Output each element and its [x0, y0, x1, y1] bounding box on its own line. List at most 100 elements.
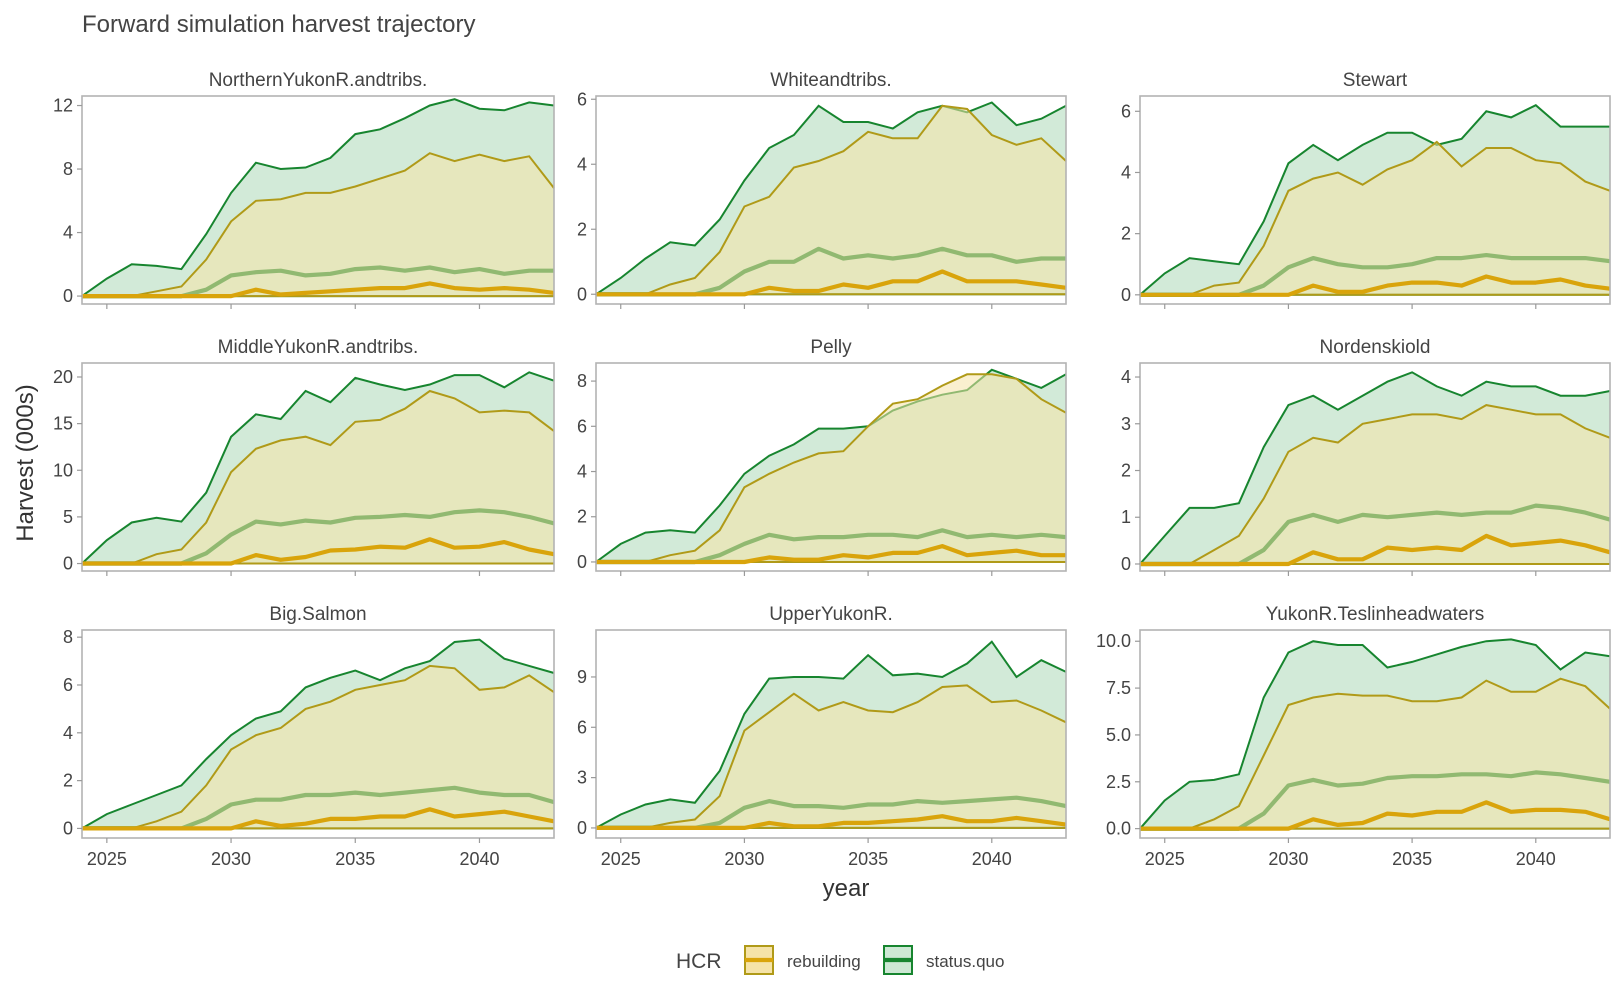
y-tick-label: 4: [63, 723, 73, 743]
y-tick-label: 4: [1121, 162, 1131, 182]
rebuilding-upper-line: [1140, 677, 1611, 830]
y-tick-label: 2: [1121, 461, 1131, 481]
status.quo-upper-line: [1139, 638, 1611, 830]
y-tick-label: 4: [577, 462, 587, 482]
status.quo-upper-line: [595, 101, 1067, 296]
x-tick-label: 2025: [87, 849, 127, 869]
legend: HCR rebuilding status.quo: [676, 945, 1004, 975]
x-tick-label: 2040: [972, 849, 1012, 869]
rebuilding-upper-line: [596, 373, 1067, 563]
legend-title: HCR: [676, 950, 722, 973]
y-tick-label: 6: [1121, 101, 1131, 121]
rebuilding-upper-line: [596, 684, 1067, 829]
rebuilding-upper-line: [82, 664, 555, 830]
x-tick-label: 2030: [211, 849, 251, 869]
rebuilding-median-line: [1140, 533, 1611, 567]
facet-border: [1139, 629, 1611, 839]
y-tick-label: 6: [577, 717, 587, 737]
y-tick-label: 8: [577, 371, 587, 391]
x-axis-label: year: [823, 875, 870, 902]
y-tick-label: 2.5: [1106, 772, 1131, 792]
facet-strip-label: MiddleYukonR.andtribs.: [218, 337, 419, 358]
y-tick-label: 6: [577, 89, 587, 109]
y-tick-label: 8: [63, 159, 73, 179]
y-tick-label: 2: [63, 771, 73, 791]
y-tick-label: 0: [63, 286, 73, 306]
rebuilding-median-line: [82, 537, 555, 566]
facet-border: [595, 629, 1067, 839]
facet-YukonR.Teslinheadwaters: YukonR.Teslinheadwaters 0.0 2.5 5.0 7.5 10.0 2…: [1096, 604, 1611, 869]
rebuilding-median-line: [596, 269, 1067, 297]
x-tick-label: 2030: [1268, 849, 1308, 869]
status.quo-upper-line: [81, 638, 555, 830]
x-tick-label: 2035: [1392, 849, 1432, 869]
x-tick-label: 2025: [1145, 849, 1185, 869]
y-tick-label: 0: [63, 554, 73, 574]
y-tick-label: 6: [577, 416, 587, 436]
y-tick-label: 10: [53, 460, 73, 480]
facet-border: [1139, 362, 1611, 572]
y-tick-label: 9: [577, 667, 587, 687]
x-tick-label: 2030: [724, 849, 764, 869]
facet-border: [595, 95, 1067, 305]
panel-grid: NorthernYukonR.andtribs. 0 4 8 12 Whiteandtri…: [53, 70, 1611, 869]
facet-Nordenskiold: Nordenskiold 0 1 2 3 4: [1121, 337, 1611, 576]
y-tick-label: 0: [577, 284, 587, 304]
facet-strip-label: UpperYukonR.: [769, 604, 893, 625]
rebuilding-ribbon: [1140, 678, 1610, 829]
x-tick-label: 2035: [335, 849, 375, 869]
y-tick-label: 5: [63, 507, 73, 527]
x-tick-label: 2040: [459, 849, 499, 869]
y-tick-label: 0: [1121, 285, 1131, 305]
y-tick-label: 0: [63, 818, 73, 838]
facet-border: [1139, 95, 1611, 305]
y-tick-label: 3: [1121, 414, 1131, 434]
rebuilding-median-line: [1140, 274, 1611, 297]
y-tick-label: 2: [1121, 224, 1131, 244]
y-tick-label: 2: [577, 507, 587, 527]
x-tick-label: 2035: [848, 849, 888, 869]
rebuilding-ribbon: [82, 665, 554, 829]
y-tick-label: 4: [1121, 367, 1131, 387]
y-tick-label: 8: [63, 627, 73, 647]
plot-title: Forward simulation harvest trajectory: [82, 11, 475, 38]
rebuilding-median-line: [596, 814, 1067, 830]
facet-MiddleYukonR.andtribs.: MiddleYukonR.andtribs. 0 5 10 15 20: [53, 337, 555, 576]
rebuilding-upper-line: [596, 104, 1067, 296]
y-tick-label: 7.5: [1106, 678, 1131, 698]
y-tick-label: 0: [577, 818, 587, 838]
y-tick-label: 0: [577, 552, 587, 572]
y-tick-label: 12: [53, 96, 73, 116]
status.quo-upper-line: [595, 368, 1067, 563]
facet-Stewart: Stewart 0 2 4 6: [1121, 70, 1611, 309]
facet-border: [81, 629, 555, 839]
y-tick-label: 5.0: [1106, 725, 1131, 745]
facet-strip-label: NorthernYukonR.andtribs.: [209, 70, 428, 91]
y-tick-label: 2: [577, 219, 587, 239]
status.quo-upper-line: [81, 371, 555, 565]
rebuilding-median-line: [1140, 800, 1611, 831]
status.quo-upper-line: [595, 640, 1067, 829]
facet-Whiteandtribs.: Whiteandtribs. 0 2 4 6: [577, 70, 1067, 309]
legend-label: status.quo: [926, 952, 1004, 971]
rebuilding-upper-line: [1140, 140, 1611, 296]
facet-border: [81, 95, 555, 305]
y-tick-label: 10.0: [1096, 631, 1131, 651]
facet-strip-label: Big.Salmon: [269, 604, 366, 625]
y-tick-label: 20: [53, 367, 73, 387]
facet-border: [595, 362, 1067, 572]
rebuilding-median-line: [596, 544, 1066, 565]
y-tick-label: 3: [577, 768, 587, 788]
facet-border: [81, 362, 555, 572]
facet-strip-label: YukonR.Teslinheadwaters: [1266, 604, 1485, 625]
rebuilding-ribbon: [1140, 405, 1610, 564]
rebuilding-ribbon: [596, 105, 1066, 295]
rebuilding-ribbon: [596, 374, 1066, 562]
rebuilding-ribbon: [82, 153, 554, 297]
facet-strip-label: Whiteandtribs.: [770, 70, 891, 91]
status.quo-upper-line: [1139, 371, 1611, 565]
y-axis-label: Harvest (000s): [12, 384, 39, 541]
rebuilding-upper-line: [82, 152, 555, 298]
rebuilding-ribbon: [596, 685, 1066, 828]
status.quo-upper-line: [1139, 104, 1610, 296]
